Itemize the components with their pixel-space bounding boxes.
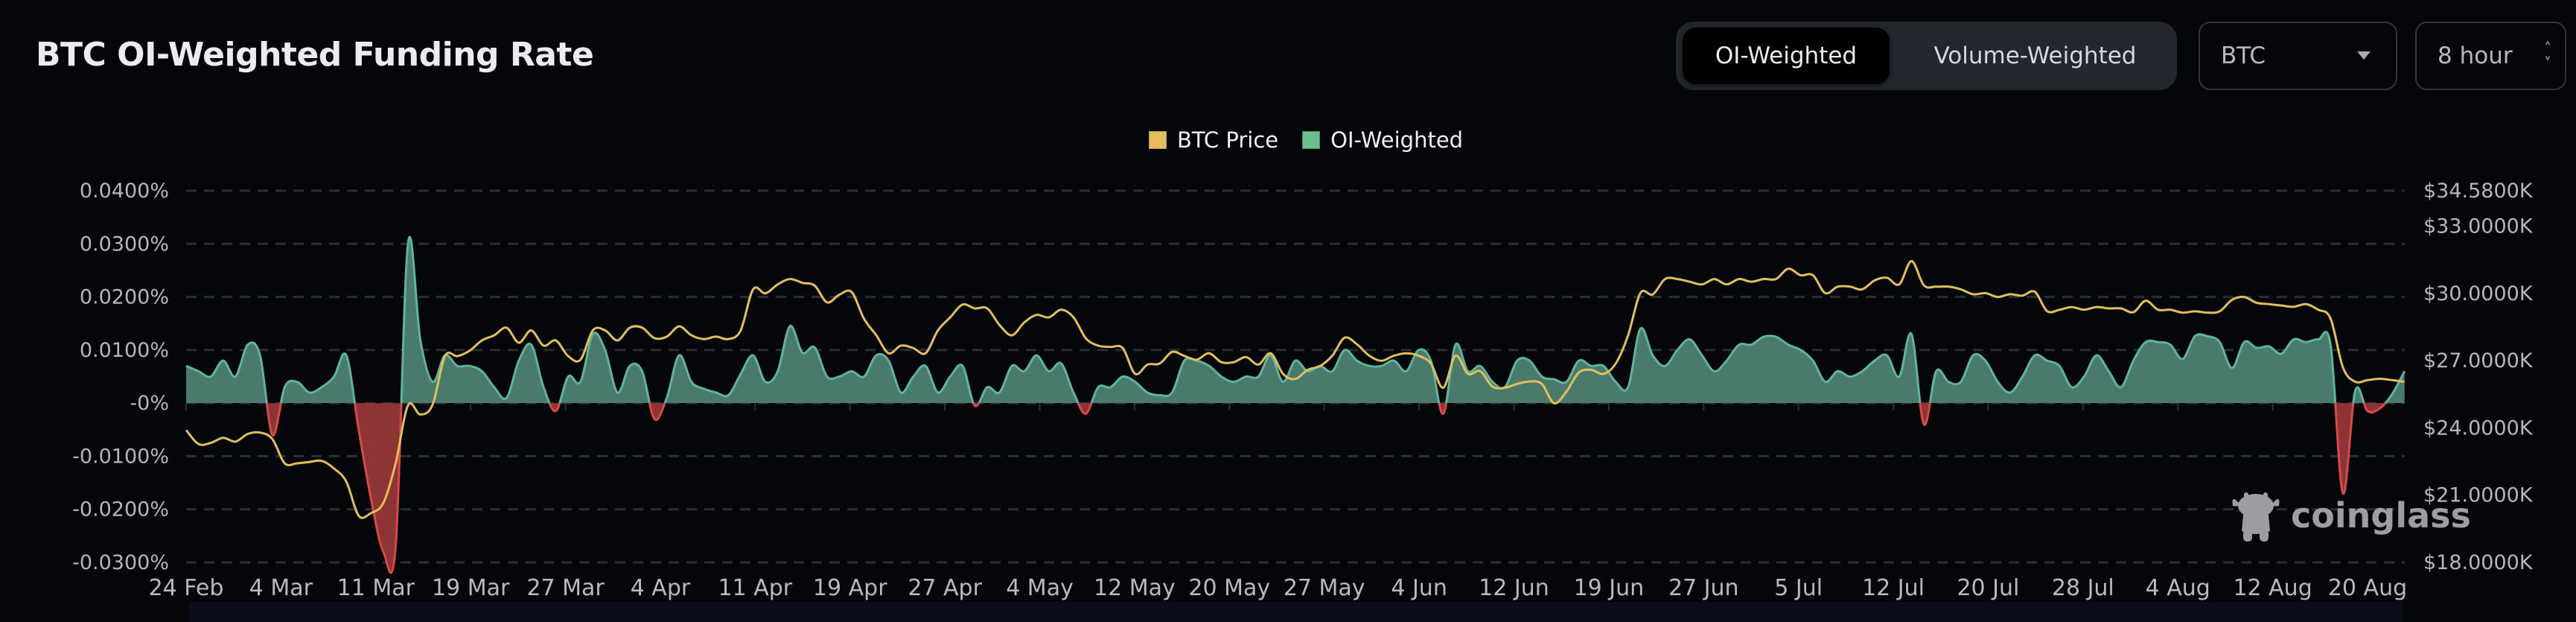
x-axis-tick-label: 20 Aug — [2328, 575, 2407, 601]
volume-weighted-tab[interactable]: Volume-Weighted — [1933, 42, 2137, 69]
coinglass-cow-icon — [2232, 492, 2280, 542]
coinglass-logo: coinglass — [2230, 488, 2471, 543]
right-axis-tick-label: $24.0000K — [2423, 416, 2534, 439]
right-axis-tick-label: $18.0000K — [2423, 551, 2534, 574]
up-down-chevron-icon: ˄ ˅ — [2544, 39, 2551, 72]
x-axis-tick-label: 27 Mar — [526, 575, 605, 601]
x-axis-tick-label: 20 May — [1188, 575, 1270, 601]
x-axis-tick-label: 12 Jun — [1479, 575, 1549, 601]
data-zoom-slider[interactable] — [189, 602, 2403, 622]
right-axis-tick-label: $30.0000K — [2423, 282, 2534, 305]
right-axis-tick-label: $21.0000K — [2423, 484, 2534, 507]
legend-item-oi-weighted[interactable]: OI-Weighted — [1302, 127, 1463, 153]
left-axis-tick-label: -0.0100% — [72, 445, 169, 468]
x-axis-tick-label: 12 May — [1094, 575, 1176, 601]
x-axis-tick-label: 4 Mar — [249, 575, 313, 601]
logo-text: coinglass — [2291, 495, 2471, 536]
oi-weighted-positive-line — [185, 235, 2406, 404]
interval-select-value: 8 hour — [2438, 42, 2513, 69]
oi-weighted-positive-area — [186, 237, 2405, 404]
interval-select[interactable]: 8 hour ˄ ˅ — [2415, 22, 2566, 90]
x-axis-tick-label: 19 Apr — [813, 575, 887, 601]
x-axis-tick-label: 20 Jul — [1957, 575, 2019, 601]
oi-weighted-negative-area — [186, 403, 2405, 573]
x-axis-tick-label: 12 Jul — [1862, 575, 1925, 601]
x-axis-tick-label: 27 May — [1284, 575, 1365, 601]
right-axis-tick-label: $33.0000K — [2423, 215, 2534, 238]
x-axis-tick-label: 12 Aug — [2233, 575, 2312, 601]
right-axis-tick-label: $27.0000K — [2423, 349, 2534, 372]
x-axis-tick-label: 28 Jul — [2052, 575, 2114, 601]
left-axis-tick-label: 0.0100% — [80, 339, 169, 362]
legend-item-btc-price[interactable]: BTC Price — [1149, 127, 1278, 153]
left-axis-tick-label: 0.0200% — [80, 286, 169, 309]
x-axis-tick-label: 24 Feb — [149, 575, 224, 601]
right-axis: $34.5800K $33.0000K $30.0000K $27.0000K $24.… — [2423, 180, 2534, 574]
x-axis-tick-label: 27 Apr — [908, 575, 982, 601]
legend-label: OI-Weighted — [1330, 127, 1464, 153]
x-axis-tick-label: 27 Jun — [1668, 575, 1739, 601]
x-axis: 24 Feb 4 Mar 11 Mar 19 Mar 27 Mar 4 Apr 11 Apr… — [149, 403, 2407, 601]
left-axis: 0.0400% 0.0300% 0.0200% 0.0100% -0% -0.0100% -… — [72, 180, 169, 574]
legend-swatch-price — [1149, 131, 1167, 149]
oi-weighted-negative-line — [265, 403, 2388, 574]
right-axis-tick-label: $34.5800K — [2423, 180, 2534, 203]
x-axis-tick-label: 19 Jun — [1574, 575, 1645, 601]
caret-down-icon — [2357, 51, 2371, 60]
x-axis-tick-label: 19 Mar — [432, 575, 510, 601]
left-axis-tick-label: -0% — [130, 392, 169, 415]
chart-legend: BTC Price OI-Weighted — [1149, 125, 1487, 155]
left-axis-tick-label: 0.0300% — [80, 232, 169, 256]
legend-swatch-oi — [1302, 131, 1321, 149]
oi-weighted-tab[interactable]: OI-Weighted — [1683, 28, 1890, 84]
left-axis-tick-label: -0.0300% — [72, 551, 169, 574]
x-axis-tick-label: 4 Jun — [1391, 575, 1447, 601]
x-axis-tick-label: 5 Jul — [1774, 575, 1823, 601]
left-axis-tick-label: -0.0200% — [72, 498, 169, 521]
x-axis-tick-label: 4 Aug — [2146, 575, 2210, 601]
symbol-select[interactable]: BTC — [2199, 22, 2397, 90]
x-axis-tick-label: 11 Mar — [337, 575, 415, 601]
legend-label: BTC Price — [1177, 127, 1279, 153]
page-title: BTC OI-Weighted Funding Rate — [36, 36, 594, 74]
x-axis-tick-label: 4 May — [1006, 575, 1074, 601]
weighting-toggle: OI-Weighted Volume-Weighted — [1676, 22, 2177, 90]
x-axis-tick-label: 11 Apr — [718, 575, 793, 601]
series-layer — [185, 235, 2406, 574]
x-axis-tick-label: 4 Apr — [631, 575, 691, 601]
left-axis-tick-label: 0.0400% — [80, 180, 169, 203]
symbol-select-value: BTC — [2221, 42, 2266, 69]
btc-price-line — [185, 260, 2405, 519]
